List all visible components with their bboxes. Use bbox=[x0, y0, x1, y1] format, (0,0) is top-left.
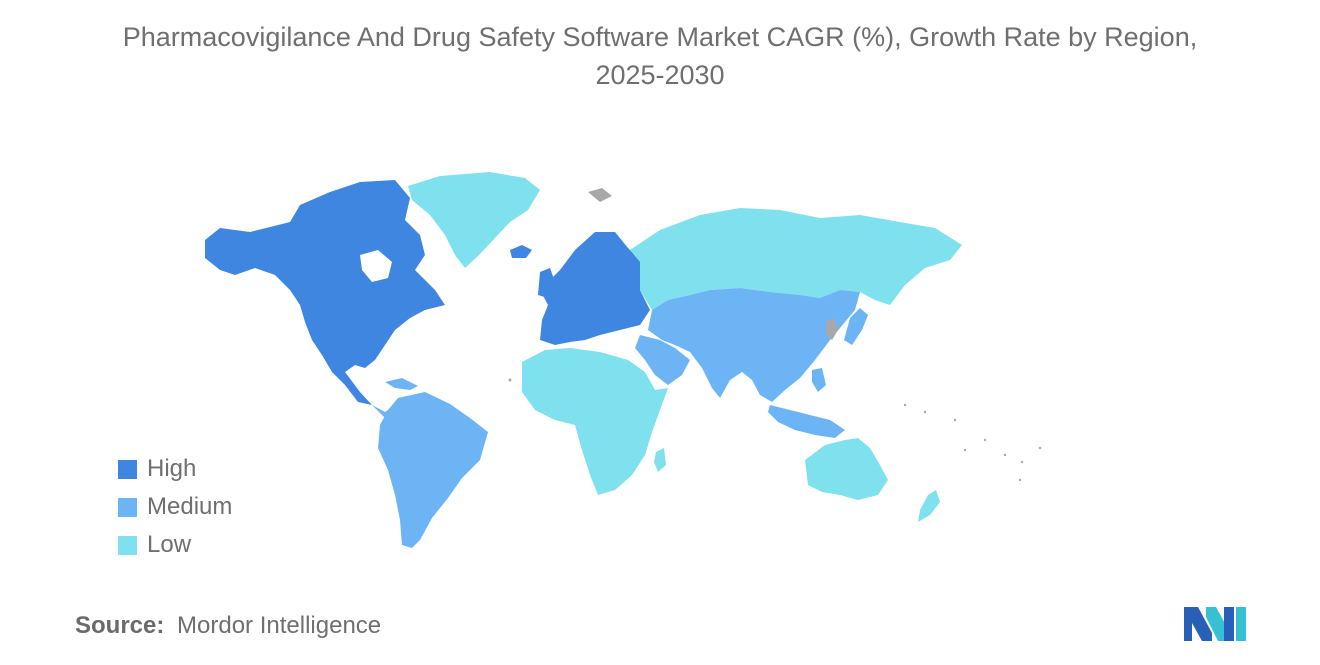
region-europe bbox=[540, 232, 650, 345]
legend: High Medium Low bbox=[118, 450, 232, 564]
region-russia bbox=[630, 208, 962, 310]
legend-swatch-high bbox=[118, 459, 137, 479]
region-southeast-asia-islands bbox=[768, 405, 845, 438]
legend-label-high: High bbox=[147, 455, 197, 482]
legend-label-medium: Medium bbox=[147, 493, 233, 520]
legend-item-medium: Medium bbox=[118, 488, 232, 526]
title-line-1: Pharmacovigilance And Drug Safety Softwa… bbox=[122, 22, 1198, 52]
region-japan bbox=[844, 308, 868, 345]
chart-title: Pharmacovigilance And Drug Safety Softwa… bbox=[0, 18, 1320, 94]
region-philippines bbox=[812, 368, 826, 392]
source-key: Source: bbox=[75, 612, 165, 639]
region-iceland bbox=[510, 245, 532, 258]
legend-item-low: Low bbox=[118, 526, 232, 564]
region-korea bbox=[826, 318, 838, 340]
region-new-zealand bbox=[918, 490, 940, 522]
mordor-intelligence-logo-icon bbox=[1184, 607, 1246, 641]
region-svalbard bbox=[588, 188, 612, 202]
hudson-bay bbox=[360, 250, 392, 282]
legend-swatch-medium bbox=[118, 497, 137, 517]
region-caribbean bbox=[385, 378, 418, 390]
legend-swatch-low bbox=[118, 535, 137, 555]
region-uk bbox=[538, 268, 556, 298]
source-value: Mordor Intelligence bbox=[177, 612, 382, 639]
title-line-2: 2025-2030 bbox=[595, 60, 725, 90]
source-note: Source: Mordor Intelligence bbox=[75, 612, 381, 640]
region-south-america bbox=[378, 392, 488, 548]
region-australia bbox=[805, 438, 888, 500]
legend-item-high: High bbox=[118, 450, 232, 488]
legend-label-low: Low bbox=[147, 531, 192, 558]
region-asia bbox=[648, 288, 860, 402]
region-north-america bbox=[205, 180, 445, 405]
region-greenland bbox=[408, 172, 540, 268]
region-africa bbox=[522, 348, 668, 495]
region-middle-east bbox=[635, 335, 690, 385]
pacific-islands bbox=[508, 378, 1042, 482]
region-madagascar bbox=[654, 448, 666, 472]
